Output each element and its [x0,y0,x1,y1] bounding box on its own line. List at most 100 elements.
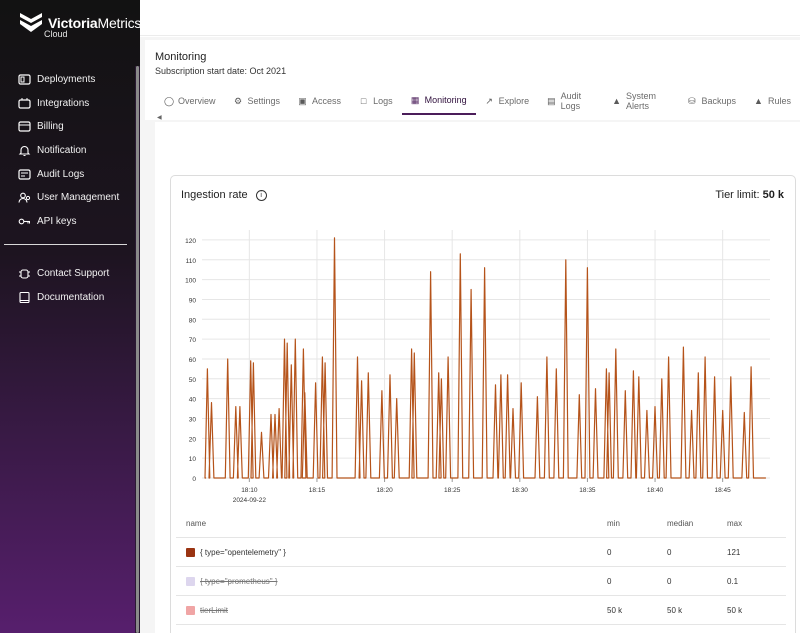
book-icon [19,291,30,303]
legend-table: name min median max { type="opentelemetr… [176,510,786,625]
x-tick-label: 18:20 [376,487,393,494]
series-color-swatch [186,576,195,586]
sidebar-item-label: User Management [37,192,120,204]
x-tick-label: 18:35 [579,487,596,494]
sidebar-item-label: Notification [37,145,87,157]
tab-audit-logs[interactable]: ▤ Audit Logs [538,87,603,115]
series-min: 0 [607,576,612,586]
sidebar-item-notification[interactable]: Notification [18,139,130,163]
x-tick-sublabel: 2024-09-22 [233,497,267,504]
brand-name-rest: Metrics [97,15,142,31]
y-tick-label: 0 [192,476,196,483]
lock-icon: ▣ [298,95,307,106]
y-tick-label: 10 [189,456,197,463]
sidebar-divider [4,244,127,245]
tier-limit-label: Tier limit: [715,189,760,201]
series-max: 0.1 [727,576,739,586]
audit-icon: ▤ [547,95,556,106]
sidebar-item-label: API keys [37,215,77,227]
series-name: tierLimit [200,605,229,615]
series-median: 50 k [667,605,683,615]
tab-label: Logs [373,96,393,106]
tab-rules[interactable]: ▲ Rules [745,87,800,115]
sidebar-item-user-management[interactable]: User Management [18,186,130,210]
series-max: 50 k [727,605,743,615]
series-max: 121 [727,547,741,557]
col-median-header: median [667,519,694,528]
legend-row[interactable]: { type="opentelemetry" } 0 0 121 [176,538,786,567]
database-icon: ⛁ [688,95,696,106]
tab-explore[interactable]: ↗ Explore [476,87,539,115]
series-color-swatch [186,547,195,557]
y-tick-label: 20 [189,436,197,443]
subscription-start-date: Subscription start date: Oct 2021 [155,66,287,76]
tab-backups[interactable]: ⛁ Backups [678,87,745,115]
header-panel [145,40,800,120]
tab-label: Explore [498,96,530,106]
sidebar: VictoriaMetrics Cloud Deployments Integr… [0,0,141,633]
tier-limit-value: 50 k [762,189,784,201]
legend-row[interactable]: tierLimit 50 k 50 k 50 k [176,596,786,625]
key-icon [18,218,30,225]
users-icon [18,192,31,203]
tier-limit: Tier limit: 50 k [715,189,784,201]
tab-label: Overview [178,96,216,106]
sidebar-item-billing[interactable]: Billing [18,115,130,139]
y-tick-label: 80 [189,317,197,324]
sidebar-scrollbar-thumb[interactable] [136,66,139,633]
y-tick-label: 70 [189,337,197,344]
series-name: { type="prometheus" } [200,576,278,586]
col-name-header: name [186,519,207,528]
ingestion-rate-chart[interactable]: 0 10 20 30 40 50 60 70 80 90 100 110 120 18:10 2024-09… [170,215,790,510]
col-max-header: max [727,519,743,528]
x-tick-label: 18:30 [512,487,529,494]
series-color-swatch [186,605,195,615]
tab-label: Audit Logs [560,91,582,111]
tab-label: Access [312,96,342,106]
sidebar-item-deployments[interactable]: Deployments [18,68,130,92]
tab-system-alerts[interactable]: ▲ System Alerts [603,87,678,115]
tab-label: Monitoring [424,95,467,105]
tab-overview[interactable]: ◯ Overview [155,87,225,115]
y-tick-label: 100 [185,278,196,285]
sidebar-item-api-keys[interactable]: API keys [18,210,130,234]
tab-bar: ◯ Overview ⚙ Settings ▣ Access □ Logs ▦ Monit… [155,87,800,115]
grid-icon: ▦ [410,94,420,105]
tab-label: Backups [701,96,736,106]
tabs-scroll-caret-icon[interactable]: ◀ [157,115,162,121]
series-line [204,237,766,479]
series-median: 0 [667,547,672,557]
series-name: { type="opentelemetry" } [200,547,286,557]
tab-label: Rules [767,96,791,106]
series-median: 0 [667,576,672,586]
logo[interactable]: VictoriaMetrics [18,10,141,36]
bell-icon: ▲ [754,96,763,106]
x-tick-label: 18:40 [647,487,664,494]
legend-table-header: name min median max [176,510,786,538]
info-icon[interactable]: i [255,189,267,201]
sidebar-item-label: Documentation [37,291,105,303]
page-title: Monitoring [155,51,207,63]
top-bar [140,0,800,36]
card-title-text: Ingestion rate [181,189,248,201]
sidebar-item-contact-support[interactable]: Contact Support [18,262,130,286]
tab-logs[interactable]: □ Logs [350,87,402,115]
y-tick-label: 60 [189,357,197,364]
y-tick-label: 120 [185,238,196,245]
tab-label: Settings [247,96,281,106]
card-title: Ingestion rate i [181,189,267,201]
bell-icon [18,146,31,157]
warning-icon: ▲ [612,96,622,106]
sidebar-item-documentation[interactable]: Documentation [18,286,130,310]
legend-row[interactable]: { type="prometheus" } 0 0 0.1 [176,567,786,596]
tab-label: System Alerts [626,91,657,111]
tab-settings[interactable]: ⚙ Settings [225,87,290,115]
chart-icon: ↗ [485,95,493,106]
x-tick-label: 18:45 [715,487,732,494]
sidebar-item-integrations[interactable]: Integrations [18,92,130,116]
sidebar-item-audit-logs[interactable]: Audit Logs [18,162,130,186]
brand-name-bold: Victoria [48,15,98,31]
tab-access[interactable]: ▣ Access [289,87,350,115]
tab-monitoring[interactable]: ▦ Monitoring [401,87,476,115]
col-min-header: min [607,519,620,528]
